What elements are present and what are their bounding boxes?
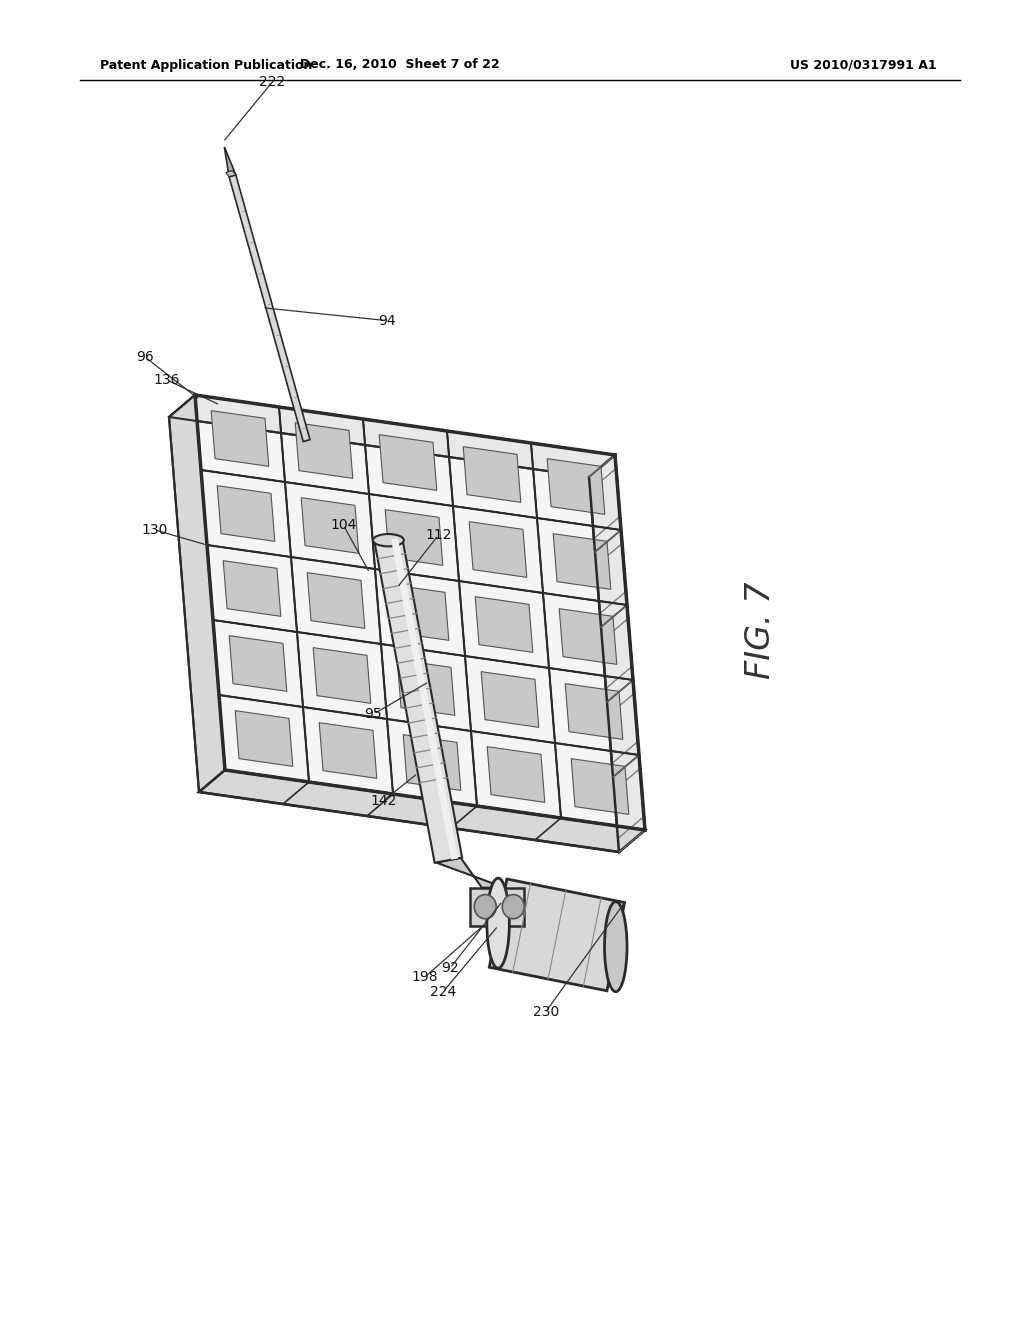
- Polygon shape: [469, 521, 526, 577]
- Polygon shape: [436, 858, 505, 887]
- Polygon shape: [391, 585, 449, 640]
- Polygon shape: [375, 537, 462, 863]
- Polygon shape: [169, 395, 225, 792]
- Text: 230: 230: [532, 1005, 559, 1019]
- Polygon shape: [307, 573, 365, 628]
- Text: US 2010/0317991 A1: US 2010/0317991 A1: [790, 58, 937, 71]
- Text: 136: 136: [154, 374, 180, 387]
- Polygon shape: [403, 735, 461, 791]
- Text: 112: 112: [425, 528, 452, 543]
- Polygon shape: [236, 710, 293, 767]
- Text: Patent Application Publication: Patent Application Publication: [100, 58, 312, 71]
- Text: 94: 94: [378, 314, 395, 327]
- Polygon shape: [223, 561, 281, 616]
- Ellipse shape: [373, 535, 403, 546]
- Text: 96: 96: [136, 350, 154, 364]
- Ellipse shape: [604, 902, 627, 991]
- Polygon shape: [225, 170, 236, 177]
- Polygon shape: [559, 609, 616, 664]
- Polygon shape: [229, 636, 287, 692]
- Text: 95: 95: [365, 708, 382, 721]
- Ellipse shape: [486, 878, 509, 968]
- Polygon shape: [475, 597, 532, 652]
- Text: 224: 224: [430, 985, 457, 999]
- Text: 130: 130: [141, 523, 168, 537]
- Ellipse shape: [474, 895, 497, 919]
- Text: 104: 104: [330, 519, 356, 532]
- Polygon shape: [169, 395, 615, 477]
- Text: Dec. 16, 2010  Sheet 7 of 22: Dec. 16, 2010 Sheet 7 of 22: [300, 58, 500, 71]
- Text: 142: 142: [371, 793, 396, 808]
- Polygon shape: [487, 747, 545, 803]
- Polygon shape: [470, 887, 523, 925]
- Text: FIG. 7: FIG. 7: [743, 581, 776, 678]
- Text: 92: 92: [441, 961, 459, 975]
- Polygon shape: [195, 395, 645, 830]
- Polygon shape: [319, 722, 377, 779]
- Polygon shape: [397, 660, 455, 715]
- Polygon shape: [489, 879, 625, 991]
- Polygon shape: [199, 770, 645, 851]
- Polygon shape: [589, 455, 645, 851]
- Polygon shape: [571, 759, 629, 814]
- Polygon shape: [211, 411, 268, 466]
- Polygon shape: [565, 684, 623, 739]
- Polygon shape: [217, 486, 274, 541]
- Ellipse shape: [502, 895, 524, 919]
- Polygon shape: [224, 147, 236, 177]
- Polygon shape: [229, 174, 310, 442]
- Polygon shape: [391, 539, 458, 859]
- Polygon shape: [295, 422, 353, 478]
- Polygon shape: [547, 458, 605, 515]
- Polygon shape: [313, 648, 371, 704]
- Polygon shape: [379, 434, 437, 490]
- Polygon shape: [301, 498, 358, 553]
- Polygon shape: [385, 510, 442, 565]
- Text: 198: 198: [412, 970, 438, 983]
- Polygon shape: [553, 533, 610, 589]
- Polygon shape: [463, 446, 521, 503]
- Text: 222: 222: [259, 75, 286, 88]
- Polygon shape: [481, 672, 539, 727]
